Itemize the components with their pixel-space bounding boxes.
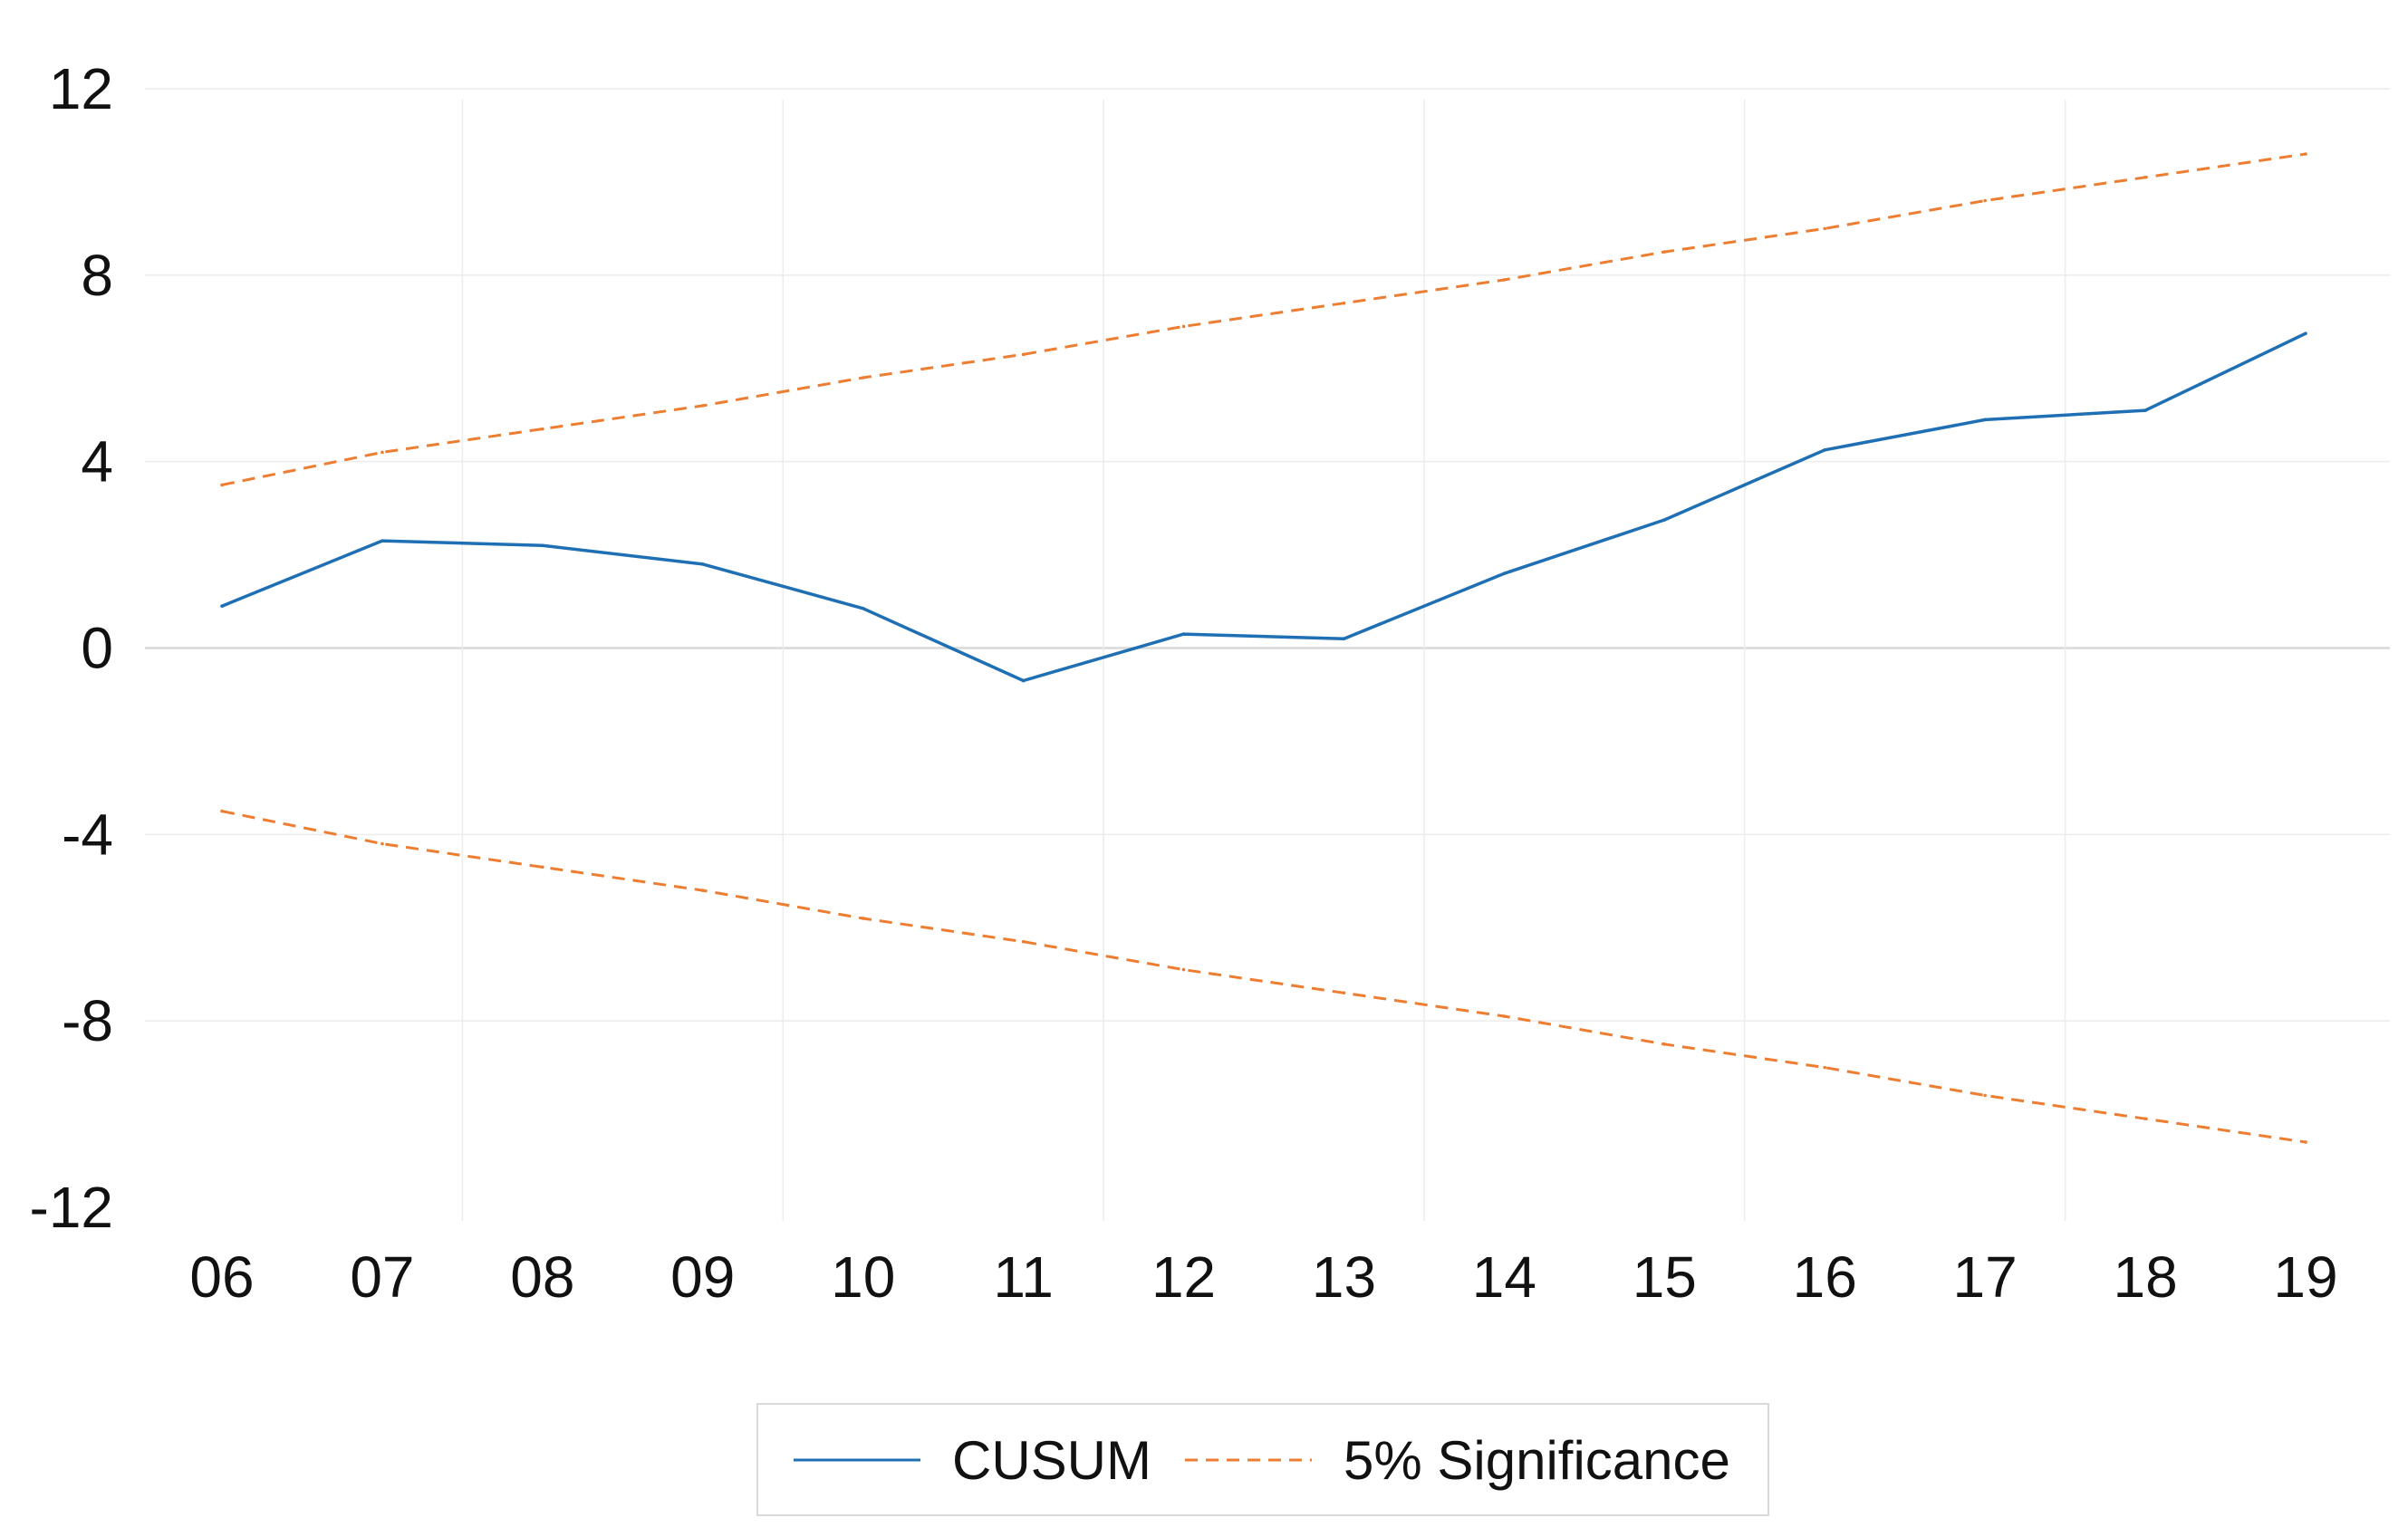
legend-box xyxy=(756,1403,1769,1516)
data-point xyxy=(700,889,705,892)
data-point xyxy=(1502,572,1507,575)
data-point xyxy=(1342,991,1346,995)
data-point xyxy=(1181,632,1186,636)
series-layer xyxy=(220,152,2307,1144)
x-tick-label: 16 xyxy=(1793,1244,1857,1310)
grid-layer xyxy=(145,88,2390,1221)
data-point xyxy=(220,483,224,487)
data-point xyxy=(1342,301,1346,305)
data-point xyxy=(1021,352,1026,357)
legend-label: CUSUM xyxy=(952,1430,1151,1491)
x-tick-label: 19 xyxy=(2273,1244,2337,1310)
y-tick-label: 8 xyxy=(81,243,113,308)
data-point xyxy=(380,450,384,455)
data-point xyxy=(861,376,865,379)
data-point xyxy=(1823,226,1827,231)
y-tick-label: 12 xyxy=(49,56,113,121)
data-point xyxy=(2304,331,2307,335)
data-point xyxy=(1823,448,1827,452)
y-tick-label: -8 xyxy=(62,988,113,1053)
y-tick-label: -4 xyxy=(62,802,113,867)
data-point xyxy=(1502,278,1507,282)
data-point xyxy=(380,841,384,846)
x-tick-label: 09 xyxy=(670,1244,735,1310)
data-point xyxy=(541,427,544,431)
legend-label: 5% Significance xyxy=(1344,1430,1730,1491)
x-tick-label: 07 xyxy=(350,1244,414,1310)
series-line-1 xyxy=(221,331,2307,683)
y-tick-label: -12 xyxy=(30,1175,114,1240)
data-point xyxy=(1823,1065,1827,1070)
x-tick-label: 17 xyxy=(1953,1244,2018,1310)
series-line-3 xyxy=(221,810,2307,1144)
x-tick-label: 18 xyxy=(2113,1244,2177,1310)
data-point xyxy=(2143,408,2147,412)
data-point xyxy=(1021,678,1026,683)
data-point xyxy=(2304,152,2307,156)
data-point xyxy=(1983,198,1987,203)
x-tick-label: 14 xyxy=(1472,1244,1536,1310)
data-point xyxy=(380,539,384,543)
series-line-2 xyxy=(221,152,2307,486)
data-point xyxy=(1662,518,1667,522)
data-point xyxy=(1502,1014,1507,1018)
data-point xyxy=(1181,324,1186,329)
data-point xyxy=(541,543,544,548)
data-point xyxy=(220,604,224,608)
data-point xyxy=(2143,175,2147,179)
axis-layer: 12 8 4 0 -4 -8 -12 06 07 08 09 10 11 12 13 14 15 16 17 18 19 xyxy=(30,56,2338,1310)
data-point xyxy=(541,865,544,869)
data-point xyxy=(700,562,705,566)
x-tick-label: 11 xyxy=(993,1244,1053,1310)
data-point xyxy=(1021,939,1026,944)
x-tick-label: 10 xyxy=(831,1244,895,1310)
y-tick-label: 4 xyxy=(81,429,113,495)
data-point xyxy=(220,809,224,813)
data-point xyxy=(1662,250,1667,254)
legend: CUSUM 5% Significance xyxy=(756,1403,1769,1516)
data-point xyxy=(1983,418,1987,422)
data-point xyxy=(1662,1042,1667,1046)
data-point xyxy=(1342,637,1346,641)
data-point xyxy=(2143,1117,2147,1121)
x-tick-label: 08 xyxy=(510,1244,574,1310)
data-point xyxy=(700,404,705,408)
x-tick-label: 15 xyxy=(1633,1244,1697,1310)
x-tick-label: 12 xyxy=(1151,1244,1216,1310)
data-point xyxy=(2304,1140,2307,1144)
data-point xyxy=(861,606,865,610)
data-point xyxy=(1181,967,1186,972)
x-tick-label: 06 xyxy=(189,1244,254,1310)
x-tick-label: 13 xyxy=(1312,1244,1376,1310)
y-tick-label: 0 xyxy=(81,616,113,681)
data-point xyxy=(1983,1093,1987,1098)
data-point xyxy=(861,917,865,920)
